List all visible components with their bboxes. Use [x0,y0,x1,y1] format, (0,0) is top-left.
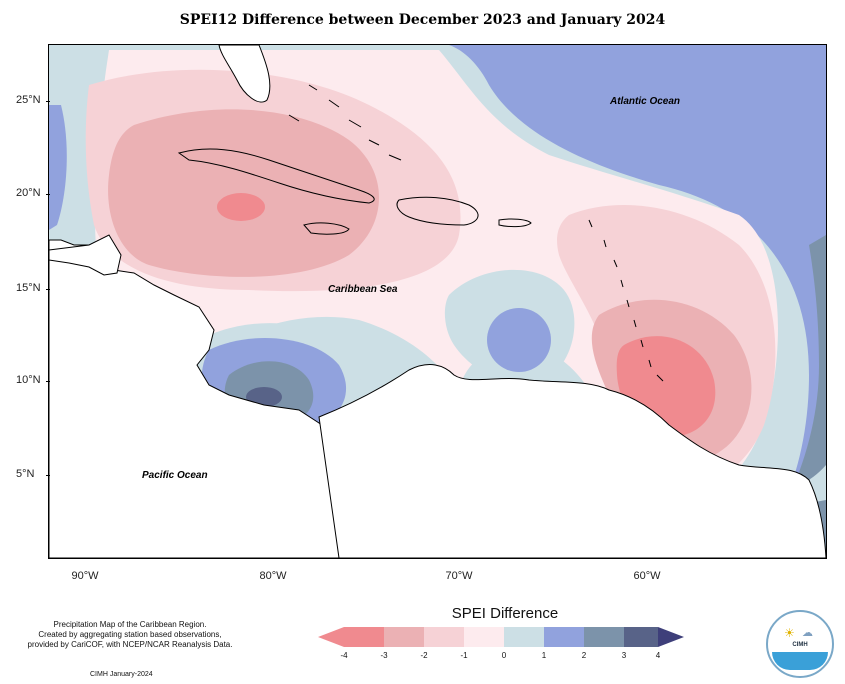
legend-title: SPEI Difference [451,605,559,622]
map-title: SPEI12 Difference between December 2023 … [179,12,666,28]
caribbean-sea-label: Caribbean Sea [328,284,398,295]
legend-tick: 1 [541,651,547,660]
lon-label-80w: 80°W [259,570,287,582]
legend-tick: 0 [501,651,507,660]
legend-cell-pos3 [624,627,658,647]
yucatan-land [49,234,122,276]
florida-land [218,45,271,103]
map-description: Precipitation Map of the Caribbean Regio… [10,620,250,650]
legend-tick: -3 [380,651,388,660]
legend-cell-pos0 [504,627,544,647]
lat-label-10n: 10°N [16,374,50,386]
legend-right-arrow [658,627,684,647]
west-edge-positive-zone [49,105,67,230]
legend-cell-neg4 [344,627,384,647]
lon-label-70w: 70°W [445,570,473,582]
legend-bar [318,627,684,647]
lat-label-15n: 15°N [16,282,50,294]
pacific-ocean-label: Pacific Ocean [142,470,208,481]
legend-tick: 4 [655,651,661,660]
east-positive-zone-dark [769,235,826,535]
legend-tick: 3 [621,651,627,660]
atlantic-positive-zone [449,45,826,558]
cloud-icon: ☁ [802,627,813,639]
color-legend: -4 -3 -2 -1 0 1 2 3 4 [318,627,684,660]
water-icon [772,652,828,670]
spei-map [49,45,826,558]
description-line-1: Precipitation Map of the Caribbean Regio… [53,620,207,629]
lat-label-20n: 20°N [16,187,50,199]
lat-label-25n: 25°N [16,94,50,106]
sun-icon: ☀ [784,626,795,640]
logo-text: CIMH [792,642,808,648]
lesser-antilles-islands [588,219,664,382]
cimh-logo: ☀ ☁ CIMH [766,610,834,678]
legend-cell-neg2 [424,627,464,647]
jamaica-land [303,222,350,235]
lat-label-5n: 5°N [16,468,50,480]
cuba-land [177,148,375,204]
hispaniola-land [396,196,479,226]
legend-left-arrow [318,627,344,647]
lon-label-60w: 60°W [633,570,661,582]
atlantic-ocean-label: Atlantic Ocean [610,96,681,107]
central-positive-core [487,308,551,372]
legend-tick: 2 [581,651,587,660]
credit-text: CIMH January-2024 [90,671,153,678]
description-line-3: provided by CariCOF, with NCEP/NCAR Rean… [27,640,233,649]
cuba-negative-core [217,193,265,221]
bahamas-islands [288,84,402,161]
legend-cell-neg3 [384,627,424,647]
puerto-rico-land [498,218,532,228]
south-america-land [318,364,826,558]
legend-tick: -4 [340,651,348,660]
legend-cell-pos2 [584,627,624,647]
map-panel [48,44,827,559]
legend-tick: -1 [460,651,468,660]
legend-cell-neg1 [464,627,504,647]
description-line-2: Created by aggregating station based obs… [38,630,222,639]
lon-label-90w: 90°W [71,570,99,582]
legend-cell-pos1 [544,627,584,647]
legend-tick: -2 [420,651,428,660]
